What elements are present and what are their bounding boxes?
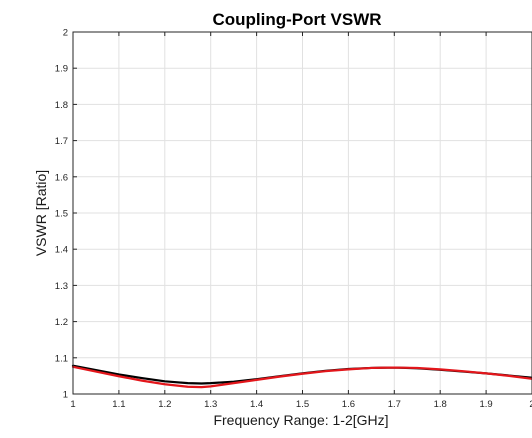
x-tick-label: 1 bbox=[70, 399, 75, 410]
x-tick-label: 1.1 bbox=[112, 399, 125, 410]
series-line-red bbox=[71, 365, 532, 389]
series-lines bbox=[71, 364, 532, 389]
y-tick-label: 1.8 bbox=[55, 100, 68, 111]
y-tick-label: 1.5 bbox=[55, 209, 68, 220]
x-tick-label: 1.8 bbox=[434, 399, 447, 410]
y-tick-label: 1 bbox=[63, 390, 68, 401]
axis-ticks bbox=[72, 31, 532, 395]
x-tick-label: 1.4 bbox=[250, 399, 263, 410]
x-tick-label: 1.9 bbox=[479, 399, 492, 410]
x-tick-label: 1.5 bbox=[296, 399, 309, 410]
grid-lines bbox=[72, 31, 532, 395]
chart-title: Coupling-Port VSWR bbox=[212, 10, 381, 29]
x-tick-label: 1.3 bbox=[204, 399, 217, 410]
y-tick-label: 1.3 bbox=[55, 281, 68, 292]
y-tick-label: 1.1 bbox=[55, 353, 68, 364]
x-tick-label: 1.2 bbox=[158, 399, 171, 410]
y-tick-label: 1.7 bbox=[55, 136, 68, 147]
x-axis-label: Frequency Range: 1-2[GHz] bbox=[213, 412, 388, 428]
y-tick-label: 1.9 bbox=[55, 64, 68, 75]
x-tick-label: 1.6 bbox=[342, 399, 355, 410]
x-tick-labels: 1 1.1 1.2 1.3 1.4 1.5 1.6 1.7 1.8 1.9 2 bbox=[70, 399, 532, 410]
y-tick-label: 1.4 bbox=[55, 245, 68, 256]
x-tick-label: 2 bbox=[529, 399, 532, 410]
y-tick-label: 2 bbox=[63, 28, 68, 39]
y-tick-label: 1.6 bbox=[55, 172, 68, 183]
y-tick-labels: 1 1.1 1.2 1.3 1.4 1.5 1.6 1.7 1.8 1.9 2 bbox=[55, 28, 68, 401]
y-axis-label: VSWR [Ratio] bbox=[33, 170, 49, 256]
x-tick-label: 1.7 bbox=[388, 399, 401, 410]
y-tick-label: 1.2 bbox=[55, 317, 68, 328]
